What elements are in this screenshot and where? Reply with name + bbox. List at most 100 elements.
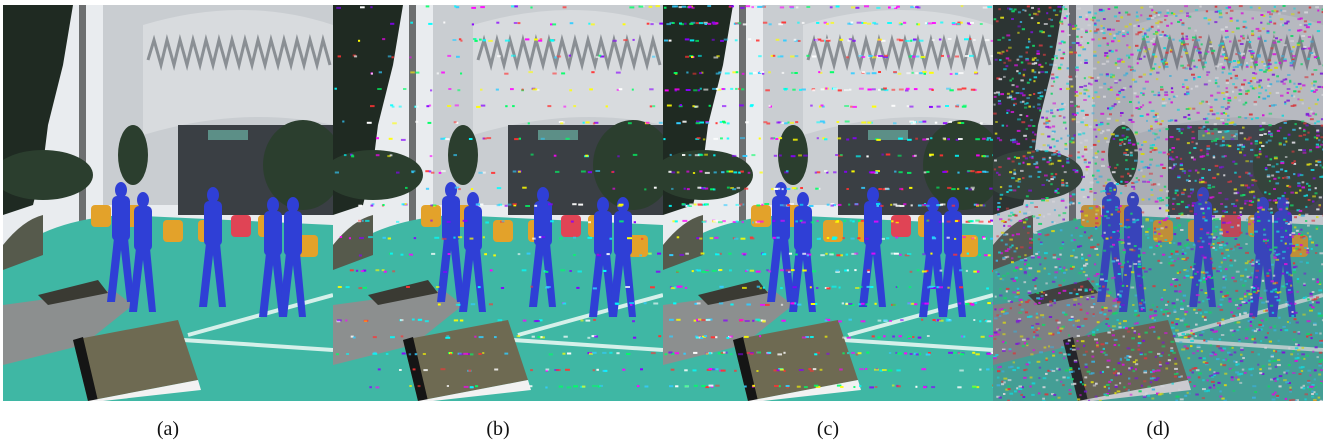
noise-pixel: [538, 236, 542, 239]
noise-pixel: [1193, 46, 1198, 49]
noise-pixel: [1296, 290, 1299, 293]
noise-pixel: [1107, 28, 1111, 31]
noise-pixel: [985, 237, 988, 240]
noise-pixel: [1226, 144, 1230, 147]
noise-pixel: [1011, 77, 1014, 80]
noise-pixel: [907, 335, 912, 338]
noise-pixel: [898, 137, 903, 140]
noise-pixel: [1289, 291, 1293, 293]
noise-pixel: [1233, 192, 1238, 195]
noise-pixel: [929, 71, 934, 74]
noise-pixel: [1059, 327, 1064, 330]
noise-pixel: [1084, 376, 1088, 379]
caption-a: (a): [156, 418, 180, 440]
noise-pixel: [1156, 306, 1159, 308]
noise-pixel: [1157, 25, 1160, 28]
noise-pixel: [995, 354, 999, 356]
noise-pixel: [1052, 253, 1056, 256]
noise-pixel: [1217, 305, 1221, 308]
noise-pixel: [1203, 256, 1207, 259]
noise-pixel: [669, 254, 674, 257]
noise-pixel: [1238, 247, 1243, 250]
noise-pixel: [1162, 219, 1167, 222]
noise-pixel: [1250, 233, 1253, 235]
noise-pixel: [1200, 127, 1204, 130]
noise-pixel: [1251, 190, 1255, 193]
noise-pixel: [969, 21, 974, 24]
noise-pixel: [969, 54, 974, 57]
noise-pixel: [623, 39, 628, 42]
noise-pixel: [1177, 243, 1182, 246]
noise-pixel: [1170, 167, 1174, 170]
noise-pixel: [1048, 159, 1052, 162]
trees-right: [923, 120, 993, 210]
noise-overlay: [663, 5, 993, 389]
noise-pixel: [1261, 301, 1266, 304]
noise-pixel: [973, 203, 978, 206]
noise-pixel: [899, 253, 902, 256]
noise-pixel: [1318, 139, 1321, 142]
noise-pixel: [1012, 138, 1016, 141]
noise-pixel: [798, 369, 804, 371]
noise-pixel: [1100, 121, 1104, 124]
noise-pixel: [1234, 304, 1238, 306]
noise-pixel: [1180, 41, 1185, 44]
noise-pixel: [1006, 124, 1009, 127]
noise-pixel: [1054, 271, 1059, 274]
noise-pixel: [1142, 395, 1147, 398]
noise-pixel: [1214, 5, 1218, 8]
noise-pixel: [1049, 304, 1053, 307]
noise-pixel: [1270, 290, 1274, 293]
person-1: [789, 192, 816, 312]
noise-pixel: [1312, 177, 1316, 180]
noise-pixel: [1064, 313, 1068, 316]
noise-pixel: [512, 203, 517, 206]
person-torso: [442, 196, 460, 241]
noise-pixel: [1000, 252, 1003, 255]
noise-pixel: [1302, 151, 1307, 154]
noise-pixel: [1003, 75, 1006, 78]
noise-pixel: [726, 137, 730, 140]
noise-pixel: [1184, 67, 1189, 70]
person-head: [1197, 187, 1209, 203]
noise-pixel: [1121, 284, 1125, 287]
noise-pixel: [1088, 236, 1091, 239]
noise-pixel: [1202, 118, 1207, 120]
noise-pixel: [414, 353, 418, 356]
noise-pixel: [958, 72, 964, 75]
noise-pixel: [1238, 175, 1242, 178]
noise-pixel: [1061, 241, 1065, 244]
noise-pixel: [720, 369, 726, 372]
signboard: [208, 130, 248, 140]
noise-pixel: [1224, 58, 1228, 61]
noise-pixel: [1189, 210, 1193, 213]
noise-pixel: [1092, 333, 1096, 336]
noise-pixel: [934, 121, 938, 124]
noise-pixel: [1289, 321, 1291, 324]
noise-pixel: [1295, 321, 1299, 324]
noise-pixel: [1221, 66, 1226, 69]
noise-pixel: [871, 56, 877, 59]
noise-pixel: [1198, 181, 1203, 184]
noise-pixel: [636, 385, 640, 388]
noise-pixel: [400, 253, 404, 256]
noise-pixel: [813, 384, 819, 387]
noise-pixel: [1179, 271, 1182, 274]
noise-pixel: [1284, 263, 1288, 266]
noise-pixel: [1218, 12, 1223, 15]
noise-pixel: [1075, 227, 1078, 229]
noise-pixel: [1233, 360, 1236, 363]
noise-pixel: [820, 39, 825, 42]
noise-pixel: [1062, 384, 1065, 387]
noise-pixel: [1058, 214, 1061, 217]
noise-pixel: [1068, 389, 1072, 391]
noise-pixel: [997, 370, 1001, 373]
noise-pixel: [861, 56, 866, 58]
noise-pixel: [1312, 90, 1317, 93]
noise-pixel: [702, 187, 707, 190]
noise-pixel: [1295, 265, 1298, 268]
noise-pixel: [852, 105, 857, 108]
noise-pixel: [991, 352, 993, 354]
noise-pixel: [1074, 104, 1078, 107]
noise-pixel: [999, 294, 1003, 297]
